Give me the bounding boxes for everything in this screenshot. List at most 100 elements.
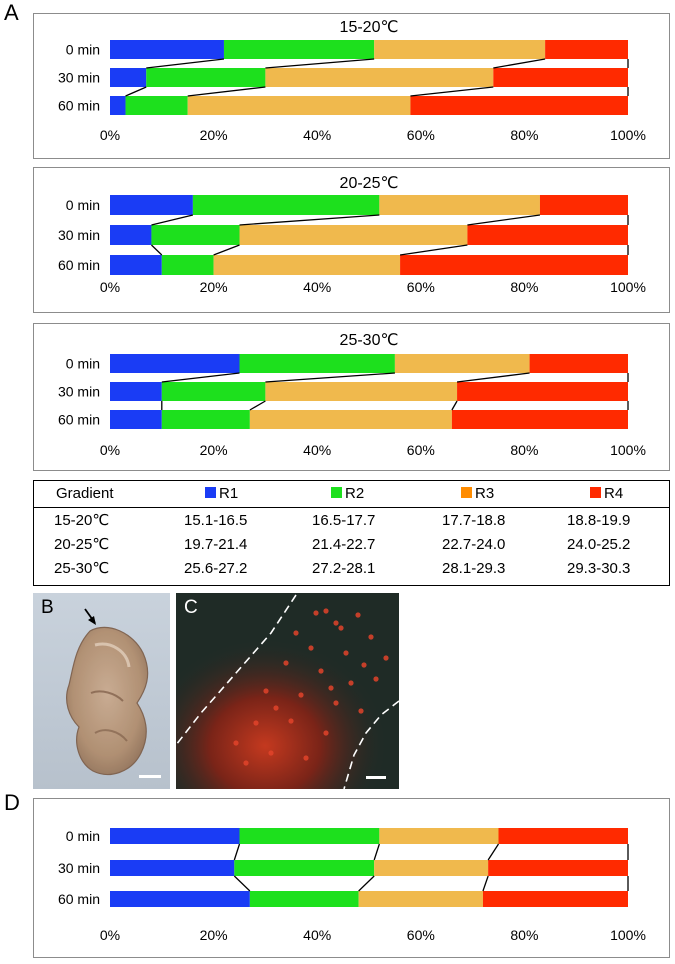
connector-line (410, 86, 494, 97)
connector-line (146, 58, 225, 69)
bar-segment-r4 (493, 68, 628, 87)
r1-swatch (205, 487, 216, 498)
range-cell: 28.1-29.3 (442, 560, 506, 577)
bar-segment-r3 (374, 40, 546, 59)
chart-title: 15-20℃ (340, 19, 399, 36)
header-r1: R1 (205, 485, 238, 503)
chart-svg-d: 0 min 30 min 60 min 0% 20% 40% 60% 80% 100% (58, 828, 646, 943)
x-tick-label: 0% (100, 279, 120, 295)
bar-segment-r4 (488, 860, 628, 876)
x-tick-label: 80% (510, 279, 538, 295)
bar-segment-r2 (161, 382, 266, 401)
bar-segment-r3 (265, 68, 494, 87)
bar-segment-r3 (394, 354, 530, 373)
x-tick-label: 60% (407, 127, 435, 143)
category-label: 30 min (58, 227, 100, 243)
fluorescent-cell (263, 688, 269, 694)
category-label: 60 min (58, 891, 100, 907)
bar-segment-r2 (125, 96, 188, 115)
fluorescent-cell (373, 676, 379, 682)
bar-segment-r2 (234, 860, 375, 876)
category-label: 60 min (58, 412, 100, 428)
header-r3-label: R3 (475, 485, 495, 502)
fluorescent-cell (318, 668, 324, 674)
category-label: 0 min (66, 828, 100, 844)
range-cell: 17.7-18.8 (442, 512, 506, 529)
bar-segment-r4 (400, 255, 628, 275)
category-label: 30 min (58, 860, 100, 876)
r4-swatch (590, 487, 601, 498)
bar-segment-r1 (110, 382, 162, 401)
bar-segment-r1 (110, 225, 152, 245)
range-cell: 19.7-21.4 (184, 536, 248, 553)
fluorescent-cell (273, 705, 279, 711)
x-tick-label: 20% (200, 442, 228, 458)
fluorescent-cell (253, 720, 259, 726)
bar-segment-r1 (110, 68, 147, 87)
fluorescent-cell (243, 760, 249, 766)
bar-segment-r1 (110, 891, 250, 907)
gradient-label: 20-25℃ (54, 536, 110, 553)
fluorescent-cell (355, 612, 361, 618)
bar-segment-r1 (110, 410, 162, 429)
x-tick-label: 60% (407, 927, 435, 943)
connector-line (249, 400, 266, 411)
bar-segment-r3 (379, 828, 499, 844)
fluorescent-cell (333, 620, 339, 626)
x-tick-label: 80% (510, 127, 538, 143)
x-tick-label: 80% (510, 927, 538, 943)
fluorescent-cell (288, 718, 294, 724)
bar-segment-r4 (545, 40, 628, 59)
bar-segment-r2 (239, 828, 380, 844)
connector-line (265, 372, 395, 383)
chart-panel-20-25: 20-25℃ 0 min 30 min 60 min 0% 20% 40% 60% 80% 100… (33, 167, 670, 313)
fluorescent-cell (323, 608, 329, 614)
bar-segment-r1 (110, 860, 235, 876)
fluorescent-cell (233, 740, 239, 746)
fluorescent-cell (361, 662, 367, 668)
panel-label-c: C (184, 597, 198, 618)
x-tick-label: 20% (200, 927, 228, 943)
bar-segment-r1 (110, 195, 193, 215)
connector-line (265, 58, 375, 69)
bar-segment-r4 (498, 828, 628, 844)
dashed-boundary-lower (343, 700, 399, 789)
micrograph-c: C (176, 593, 399, 789)
x-tick-label: 100% (610, 127, 646, 143)
bar-segment-r2 (161, 410, 250, 429)
scale-bar (366, 776, 386, 779)
x-tick-label: 100% (610, 279, 646, 295)
x-tick-label: 20% (200, 279, 228, 295)
gradient-legend-table: Gradient R1 R2 R3 R4 15-20℃ 15.1-16.5 16.5… (33, 480, 670, 586)
x-tick-label: 20% (200, 127, 228, 143)
bar-segment-r4 (451, 410, 628, 429)
x-tick-label: 0% (100, 127, 120, 143)
bar-segment-r3 (239, 225, 468, 245)
connector-line (456, 372, 530, 383)
bar-segment-r3 (187, 96, 411, 115)
category-label: 60 min (58, 257, 100, 273)
bar-segment-r4 (482, 891, 628, 907)
fluorescent-cell (313, 610, 319, 616)
range-cell: 25.6-27.2 (184, 560, 248, 577)
header-gradient: Gradient (56, 485, 114, 502)
range-cell: 15.1-16.5 (184, 512, 248, 529)
panel-label-a: A (4, 0, 19, 25)
x-tick-label: 40% (303, 442, 331, 458)
fluorescent-cell (383, 655, 389, 661)
connector-line (239, 214, 380, 226)
category-label: 60 min (58, 98, 100, 114)
bar-segment-r2 (223, 40, 375, 59)
header-r3: R3 (461, 485, 494, 503)
chart-panel-25-30: 25-30℃ 0 min 30 min 60 min 0% 20% 40% 60% 80% 100… (33, 323, 670, 471)
bar-segment-r2 (239, 354, 395, 373)
x-tick-label: 40% (303, 927, 331, 943)
bar-segment-r2 (192, 195, 380, 215)
bar-segment-r4 (457, 382, 628, 401)
range-cell: 29.3-30.3 (567, 560, 631, 577)
category-label: 0 min (66, 356, 100, 372)
connector-line (213, 244, 240, 256)
fluorescent-cell (293, 630, 299, 636)
arrow-head (88, 616, 96, 625)
